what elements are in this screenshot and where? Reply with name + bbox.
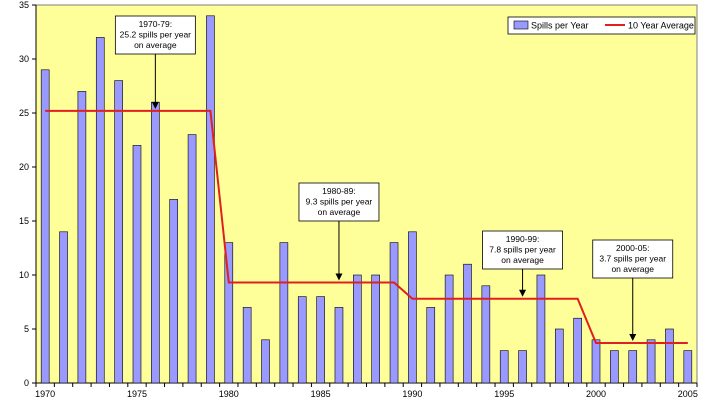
bar-1992 bbox=[444, 274, 454, 384]
annotation-box bbox=[592, 239, 674, 279]
x-tick-label-2000: 2000 bbox=[586, 389, 606, 399]
annotation-text-line: 3.7 spills per year bbox=[599, 254, 666, 264]
annotation-text-line: 9.3 spills per year bbox=[306, 197, 373, 207]
bar-1981 bbox=[242, 307, 252, 384]
annotation-text-line: on average bbox=[318, 207, 361, 217]
y-tick-label-5: 5 bbox=[24, 324, 29, 334]
bar-1973 bbox=[95, 37, 105, 384]
x-tick-label-1980: 1980 bbox=[219, 389, 239, 399]
bar-1995 bbox=[499, 350, 509, 384]
legend-box bbox=[507, 16, 696, 35]
annotation-text-line: 7.8 spills per year bbox=[489, 245, 556, 255]
y-tick-label-0: 0 bbox=[24, 378, 29, 388]
x-tick-label-1985: 1985 bbox=[311, 389, 331, 399]
bar-1999 bbox=[573, 317, 582, 384]
legend-label-bars: Spills per Year bbox=[531, 21, 589, 31]
bar-2001 bbox=[610, 350, 619, 384]
bar-1997 bbox=[536, 274, 546, 384]
legend-label-line: 10 Year Average bbox=[628, 21, 694, 31]
average-line-group bbox=[45, 109, 688, 345]
ten-year-average-line bbox=[45, 109, 688, 345]
y-tick-label-25: 25 bbox=[19, 108, 29, 118]
bars-group bbox=[40, 15, 693, 384]
bar-2003 bbox=[646, 339, 656, 384]
bar-1972 bbox=[77, 91, 87, 384]
annotation-text-line: on average bbox=[501, 255, 544, 265]
bar-1980 bbox=[224, 242, 234, 384]
bar-1998 bbox=[554, 328, 564, 384]
x-tick-label-1995: 1995 bbox=[494, 389, 514, 399]
bar-1993 bbox=[463, 263, 472, 384]
y-tick-label-20: 20 bbox=[19, 162, 29, 172]
bar-1975 bbox=[132, 145, 142, 384]
bar-1970 bbox=[40, 69, 50, 384]
x-tick-label-2005: 2005 bbox=[678, 389, 698, 399]
legend: Spills per Year 10 Year Average bbox=[507, 16, 696, 35]
y-tick-label-10: 10 bbox=[19, 270, 29, 280]
bar-1984 bbox=[297, 296, 307, 384]
y-tick-label-15: 15 bbox=[19, 216, 29, 226]
x-tick-label-1990: 1990 bbox=[402, 389, 422, 399]
annotation-arrow-head bbox=[151, 101, 159, 109]
bar-2002 bbox=[628, 350, 638, 384]
bar-2004 bbox=[665, 328, 674, 384]
annotation-arrow-head bbox=[519, 289, 527, 297]
x-tick-label-1970: 1970 bbox=[35, 389, 55, 399]
annotation-box bbox=[114, 15, 196, 55]
annotation-text-line: 1980-89: bbox=[322, 186, 356, 196]
bar-1988 bbox=[371, 274, 380, 384]
annotation-text-line: on average bbox=[134, 40, 177, 50]
annotation-text-line: 25.2 spills per year bbox=[120, 30, 192, 40]
bar-1989 bbox=[389, 242, 399, 384]
annotation-text-line: 2000-05: bbox=[616, 243, 650, 253]
annotation-arrow-head bbox=[335, 273, 343, 281]
bar-1996 bbox=[518, 350, 527, 384]
bar-1994 bbox=[481, 285, 491, 384]
bar-1979 bbox=[206, 15, 215, 384]
y-tick-label-35: 35 bbox=[19, 0, 29, 10]
bar-1987 bbox=[353, 274, 362, 384]
bar-1978 bbox=[187, 134, 197, 384]
y-axis: 0 5 10 15 20 25 30 35 bbox=[19, 0, 36, 388]
annotation-arrow-head bbox=[629, 334, 637, 342]
legend-swatch-bars bbox=[513, 20, 529, 30]
bar-1976 bbox=[151, 101, 160, 384]
bar-2000 bbox=[591, 339, 601, 384]
x-tick-label-1975: 1975 bbox=[127, 389, 147, 399]
bar-1982 bbox=[261, 339, 270, 384]
bar-1983 bbox=[279, 242, 289, 384]
bar-1971 bbox=[59, 231, 68, 384]
bar-2005 bbox=[683, 350, 693, 384]
annotation-text-line: 1990-99: bbox=[506, 234, 540, 244]
x-axis: 1970 1975 1980 1985 1990 1995 2000 2005 bbox=[35, 383, 698, 399]
annotation-box bbox=[482, 230, 563, 270]
bar-1986 bbox=[334, 307, 344, 384]
bar-1974 bbox=[114, 80, 123, 384]
annotation-box bbox=[298, 182, 380, 222]
annotation-text-line: 1970-79: bbox=[139, 19, 173, 29]
annotation-text-line: on average bbox=[611, 264, 654, 274]
bar-1991 bbox=[426, 307, 436, 384]
bar-1990 bbox=[408, 231, 417, 384]
y-tick-label-30: 30 bbox=[19, 54, 29, 64]
bar-1985 bbox=[316, 296, 325, 384]
bar-1977 bbox=[169, 199, 179, 384]
